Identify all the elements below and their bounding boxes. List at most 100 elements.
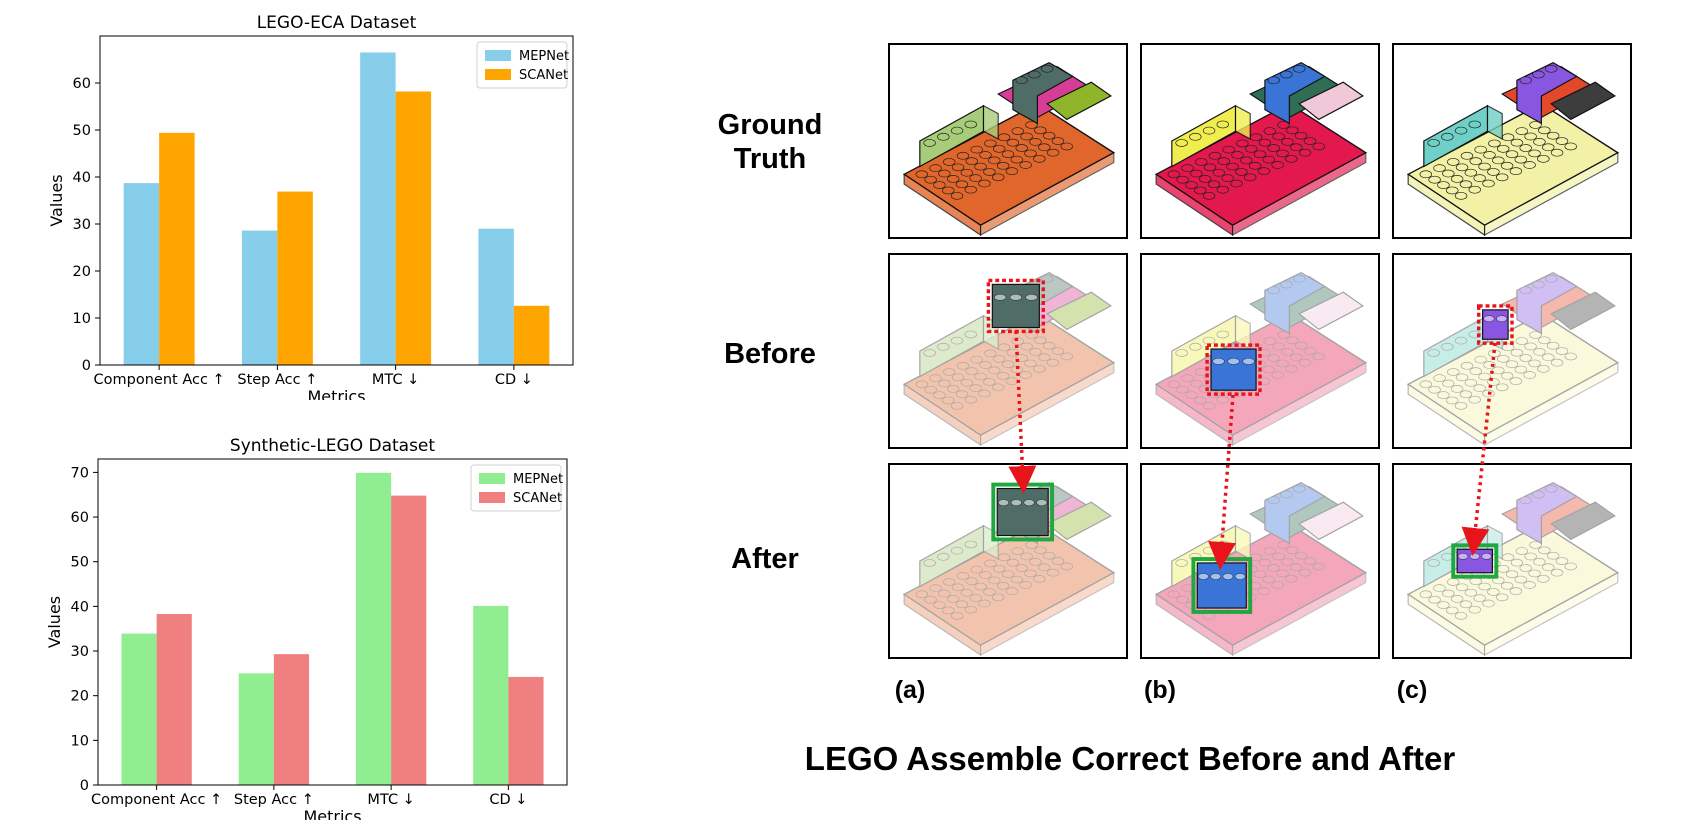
stud bbox=[1198, 385, 1212, 393]
stud bbox=[1427, 139, 1440, 147]
stud bbox=[943, 368, 956, 376]
stud bbox=[956, 571, 970, 580]
stud bbox=[1441, 342, 1454, 351]
stud bbox=[1546, 131, 1560, 140]
stud bbox=[1488, 349, 1501, 358]
stud bbox=[1005, 587, 1019, 596]
stud bbox=[1001, 570, 1015, 579]
stud bbox=[1292, 274, 1306, 283]
y-tick-label: 40 bbox=[71, 599, 89, 615]
x-tick-label: Step Acc ↑ bbox=[237, 372, 317, 388]
stud bbox=[1428, 595, 1441, 604]
stud bbox=[1294, 551, 1308, 560]
stud bbox=[1046, 358, 1060, 367]
stud bbox=[1292, 64, 1306, 73]
stud bbox=[1001, 150, 1015, 159]
legend: MEPNet SCANet bbox=[476, 41, 569, 89]
stud bbox=[1181, 374, 1194, 383]
stud bbox=[1464, 588, 1478, 597]
bar-scanet-2 bbox=[395, 91, 432, 366]
stud bbox=[1019, 581, 1032, 589]
brick-d bbox=[1298, 81, 1364, 121]
stud bbox=[943, 158, 956, 166]
x-tick-label: Component Acc ↑ bbox=[91, 792, 222, 808]
stud bbox=[1500, 161, 1514, 170]
brick-c bbox=[1516, 61, 1578, 125]
y-tick-label: 60 bbox=[71, 510, 89, 526]
stud bbox=[1454, 611, 1468, 620]
stud bbox=[1181, 164, 1194, 173]
stud bbox=[1046, 148, 1060, 157]
stud bbox=[1262, 155, 1276, 164]
stud bbox=[970, 145, 983, 154]
legend-swatch-scanet bbox=[479, 492, 505, 503]
stud bbox=[1519, 496, 1532, 505]
figure-title: LEGO Assemble Correct Before and After bbox=[804, 740, 1456, 777]
stud bbox=[1524, 132, 1537, 141]
panel-row3-col2 bbox=[1140, 463, 1380, 659]
panel-row3-col3 bbox=[1392, 463, 1632, 659]
stud bbox=[978, 179, 991, 188]
stud bbox=[1428, 175, 1441, 184]
stud bbox=[1006, 348, 1020, 357]
legend: MEPNet SCANet bbox=[470, 464, 563, 512]
stud bbox=[1550, 148, 1564, 157]
stud bbox=[1276, 569, 1289, 578]
stud bbox=[1529, 541, 1542, 549]
stud bbox=[969, 594, 982, 602]
stud bbox=[1185, 181, 1198, 189]
stud bbox=[1515, 547, 1529, 555]
bar-mepnet-0 bbox=[123, 183, 160, 365]
lego-model bbox=[1154, 481, 1368, 657]
y-tick-label: 50 bbox=[71, 555, 89, 571]
stud bbox=[1028, 70, 1041, 79]
stud bbox=[923, 349, 936, 357]
stud bbox=[1488, 139, 1501, 148]
highlighted-brick bbox=[1210, 348, 1257, 391]
panel-image bbox=[902, 481, 1116, 657]
stud bbox=[1216, 395, 1229, 404]
stud bbox=[1473, 594, 1486, 602]
stud bbox=[991, 383, 1005, 392]
stud bbox=[1433, 584, 1446, 593]
highlighted-brick bbox=[1456, 548, 1493, 574]
stud bbox=[1428, 385, 1441, 394]
stud bbox=[1496, 144, 1510, 153]
brick-stud bbox=[1227, 357, 1240, 365]
x-tick-label: CD ↓ bbox=[495, 372, 533, 388]
stud bbox=[1185, 391, 1198, 399]
stud bbox=[1010, 365, 1024, 374]
panel-row1-col3 bbox=[1392, 43, 1632, 239]
stud bbox=[1051, 137, 1065, 145]
stud bbox=[951, 583, 965, 592]
brick-stud bbox=[1469, 552, 1480, 560]
x-axis-label: Metrics bbox=[303, 807, 361, 820]
stud bbox=[1176, 175, 1189, 184]
stud bbox=[1038, 563, 1051, 572]
stud bbox=[1202, 336, 1216, 345]
stud bbox=[1216, 185, 1229, 194]
stud bbox=[1510, 138, 1524, 147]
stud bbox=[1496, 564, 1510, 573]
brick-face bbox=[1482, 309, 1509, 340]
stud bbox=[1286, 336, 1299, 345]
stud bbox=[950, 611, 964, 620]
stud bbox=[1450, 385, 1464, 393]
stud bbox=[978, 599, 991, 608]
stud bbox=[1454, 336, 1468, 345]
stud bbox=[1464, 168, 1478, 177]
stud bbox=[1427, 349, 1440, 357]
stud bbox=[1236, 139, 1249, 148]
brick-stud bbox=[1222, 573, 1234, 580]
stud bbox=[1298, 148, 1312, 157]
stud bbox=[960, 378, 974, 387]
stud bbox=[1263, 547, 1277, 555]
stud bbox=[955, 180, 969, 189]
stud bbox=[1455, 583, 1469, 592]
lego-model bbox=[1406, 271, 1620, 447]
stud bbox=[950, 401, 964, 410]
brick-d bbox=[1550, 291, 1616, 331]
stud bbox=[1195, 368, 1208, 376]
stud bbox=[979, 361, 992, 369]
brick-stud bbox=[1457, 552, 1469, 560]
